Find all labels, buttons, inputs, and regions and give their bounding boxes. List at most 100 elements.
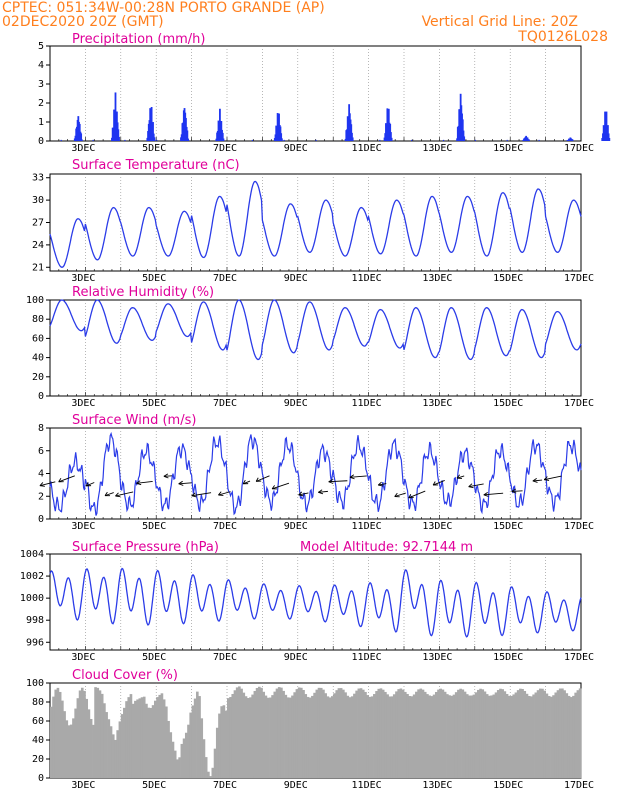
precip-bar — [80, 133, 83, 141]
cloud-bar — [532, 694, 535, 778]
precip-bar — [390, 132, 392, 141]
cloud-bar — [61, 700, 64, 778]
cloud-bar — [140, 697, 144, 778]
cloud-bar — [74, 708, 77, 778]
y-tick-label: 27 — [32, 218, 44, 229]
cloud-bar — [187, 724, 190, 778]
cloud-bar — [368, 696, 372, 778]
precip-bar — [442, 139, 445, 141]
y-tick-label: 996 — [26, 637, 44, 648]
precip-bar — [280, 133, 283, 141]
cloud-bar — [147, 707, 150, 778]
wind-arrow — [115, 491, 134, 497]
y-tick-label: 1002 — [20, 571, 44, 582]
x-tick-label: 7DEC — [213, 273, 237, 284]
x-tick-label: 5DEC — [142, 273, 166, 284]
cloud-bar — [222, 705, 226, 778]
y-tick-label: 2 — [38, 491, 44, 502]
precip-bar — [379, 139, 381, 141]
header-code: TQ0126L028 — [517, 29, 608, 45]
cloud-bar — [266, 697, 270, 778]
wind-arrow — [532, 479, 543, 482]
cloud-bar — [547, 696, 551, 778]
cloud-bar — [423, 691, 427, 778]
precip-bar — [80, 139, 83, 141]
cloud-bar — [125, 701, 128, 778]
precip-bar — [124, 139, 126, 141]
cloud-bar — [297, 687, 301, 778]
cloud-bar — [100, 693, 104, 778]
cloud-bar — [191, 705, 195, 778]
cloud-bar — [65, 720, 69, 778]
precip-bar — [390, 137, 393, 141]
wind-arrow-head — [378, 484, 384, 487]
cloud-bar — [218, 713, 221, 778]
cloud-bar — [565, 693, 569, 778]
cloud-bar — [392, 694, 396, 778]
cloud-bar — [193, 698, 197, 778]
cloud-bar — [240, 688, 243, 778]
x-tick-label: 13DEC — [422, 273, 452, 284]
cloud-bar — [202, 739, 206, 778]
cloud-bar — [211, 767, 215, 778]
wind-arrow-head — [298, 494, 304, 497]
cloud-bar — [428, 695, 431, 778]
precip-bar — [411, 139, 413, 141]
x-tick-label: 7DEC — [213, 398, 237, 409]
wind-arrow — [104, 492, 114, 497]
cloud-bar — [306, 696, 310, 778]
precip-bar — [571, 139, 574, 141]
cloud-bar — [465, 694, 469, 778]
precip-bar — [118, 136, 120, 141]
cloud-bar — [379, 688, 383, 778]
cloud-bar — [333, 693, 336, 778]
wind-arrow-head — [163, 475, 169, 479]
wind-arrow-head — [511, 488, 517, 492]
cloud-bar — [308, 697, 312, 778]
x-tick-label: 11DEC — [352, 273, 382, 284]
cloud-bar — [138, 698, 142, 778]
wind-arrow-head — [532, 480, 538, 483]
x-tick-label: 13DEC — [422, 780, 452, 791]
cloud-bar — [295, 689, 299, 778]
wind-arrow — [544, 475, 562, 481]
x-tick-label: 5DEC — [142, 143, 166, 154]
wind-arrow — [191, 492, 212, 497]
y-tick-label: 20 — [32, 754, 44, 765]
wind-arrow — [271, 482, 290, 490]
cloud-bar — [441, 689, 445, 778]
cloud-bar — [421, 689, 425, 778]
cloud-bar — [350, 696, 354, 778]
y-tick-label: 3 — [38, 79, 44, 90]
cloud-bar — [439, 688, 443, 778]
cloud-bar — [507, 695, 511, 778]
precip-bar — [347, 139, 349, 141]
cloud-bar — [111, 734, 115, 778]
cloud-bar — [432, 694, 436, 778]
cloud-bar — [145, 703, 148, 778]
wind-arrow-head — [468, 483, 473, 488]
x-tick-label: 7DEC — [213, 652, 237, 663]
panel-4: 0 2 4 6 8 3DEC 5DEC 7DEC 9DEC 11DEC 13DEC 15DEC 17DE… — [38, 413, 594, 532]
cloud-bar — [494, 692, 498, 778]
cloud-bar — [260, 687, 263, 778]
precip-bar — [188, 139, 190, 141]
cloud-bar — [543, 690, 546, 778]
cloud-bar — [262, 691, 266, 778]
precip-bar — [117, 129, 120, 141]
y-tick-label: 80 — [32, 697, 44, 708]
wind-arrow-head — [191, 492, 196, 497]
cloud-bar — [231, 693, 235, 778]
cloud-bar — [335, 690, 339, 778]
wind-arrow — [85, 482, 95, 487]
y-tick-label: 6 — [38, 446, 44, 457]
cloud-bar — [118, 721, 122, 778]
cloud-bar — [470, 695, 473, 778]
series-2 — [49, 180, 582, 268]
panel-6: 0 20 40 60 80 100 3DEC 5DEC 7DEC 9DEC 11DEC 13DEC 15… — [26, 668, 594, 791]
precip-bar — [60, 139, 62, 141]
cloud-bar — [390, 696, 394, 778]
wind-arrow-head — [544, 479, 550, 481]
x-tick-label: 3DEC — [71, 521, 95, 532]
cloud-bar — [149, 707, 153, 778]
